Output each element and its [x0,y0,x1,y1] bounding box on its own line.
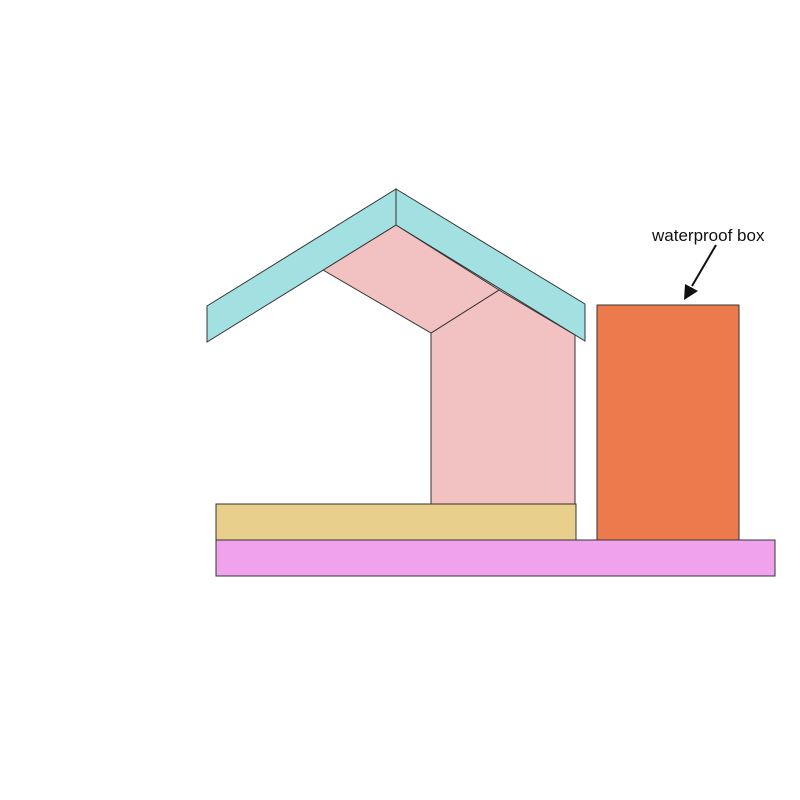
callout-arrow-head [684,284,698,300]
roof-right-slab [395,188,586,342]
callout-label: waterproof box [651,226,765,245]
floor-board [215,503,577,541]
base-board [215,539,776,577]
waterproof-box [596,304,740,541]
callout-arrow-line [691,244,717,287]
